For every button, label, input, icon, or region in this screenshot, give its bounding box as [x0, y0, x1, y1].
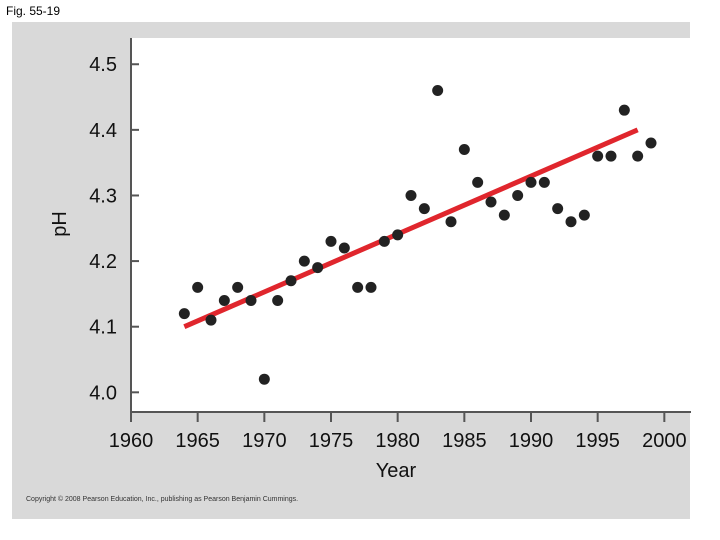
copyright-notice: Copyright © 2008 Pearson Education, Inc.…: [26, 496, 299, 503]
data-point: [605, 150, 617, 162]
data-point: [445, 216, 457, 228]
data-point: [418, 203, 430, 215]
x-tick-label: 1975: [309, 430, 354, 452]
x-tick-label: 1985: [442, 430, 487, 452]
y-axis-label: pH: [49, 211, 71, 237]
data-point: [632, 150, 644, 162]
data-point: [312, 262, 324, 274]
y-tick-label: 4.3: [89, 185, 117, 207]
x-tick-label: 2000: [642, 430, 687, 452]
x-tick-label: 1970: [242, 430, 287, 452]
data-point: [405, 189, 417, 201]
data-point: [512, 189, 524, 201]
trend-line: [183, 127, 639, 329]
data-point: [218, 294, 230, 306]
data-point: [192, 281, 204, 293]
data-point: [485, 196, 497, 208]
data-point: [618, 104, 630, 116]
data-point: [432, 84, 444, 96]
x-axis-label: Year: [376, 460, 417, 482]
data-point: [645, 137, 657, 149]
y-tick-label: 4.4: [89, 120, 117, 142]
data-point: [232, 281, 244, 293]
data-point: [538, 176, 550, 188]
y-tick-label: 4.2: [89, 251, 117, 273]
y-tick-label: 4.1: [89, 317, 117, 339]
x-tick-label: 1965: [175, 430, 220, 452]
data-point: [325, 235, 337, 247]
data-point: [298, 255, 310, 267]
data-point: [245, 294, 257, 306]
data-point: [378, 235, 390, 247]
data-point: [272, 294, 284, 306]
data-points: [178, 84, 657, 385]
data-point: [392, 229, 404, 241]
y-tick-label: 4.5: [89, 54, 117, 76]
data-point: [458, 144, 470, 156]
figure-label: Fig. 55-19: [6, 4, 61, 18]
data-point: [552, 203, 564, 215]
data-point: [578, 209, 590, 221]
data-point: [205, 314, 217, 326]
x-tick-label: 1980: [375, 430, 420, 452]
data-point: [525, 176, 537, 188]
data-point: [178, 308, 190, 320]
data-point: [592, 150, 604, 162]
data-point: [258, 373, 270, 385]
y-tick-label: 4.0: [89, 382, 117, 404]
tick-labels: 4.0 4.1 4.2 4.3 4.4 4.5 1960 1965 1970 1975 1980 19…: [89, 54, 686, 452]
data-point: [565, 216, 577, 228]
plot-area: [131, 38, 691, 412]
data-point: [338, 242, 350, 254]
x-tick-label: 1960: [109, 430, 154, 452]
data-point: [285, 275, 297, 287]
data-point: [498, 209, 510, 221]
trend-line-group: [183, 127, 639, 329]
x-tick-label: 1990: [509, 430, 554, 452]
x-tick-label: 1995: [575, 430, 620, 452]
data-point: [365, 281, 377, 293]
data-point: [472, 176, 484, 188]
data-point: [352, 281, 364, 293]
axes: [130, 38, 691, 422]
